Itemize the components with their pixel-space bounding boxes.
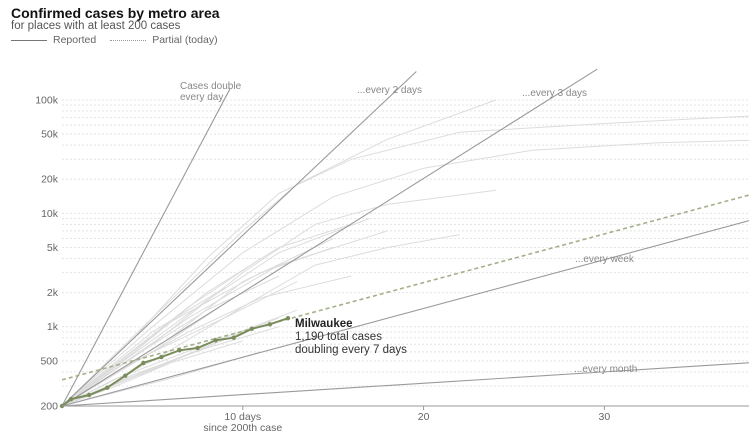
x-tick-label: 30	[599, 411, 611, 423]
highlight-series-point	[195, 345, 200, 351]
background-series-line	[61, 230, 388, 407]
doubling-guide-line	[61, 220, 749, 407]
chart-title: Confirmed cases by metro area	[11, 5, 220, 21]
highlight-total-label: 1,190 total cases	[295, 331, 382, 343]
legend-reported-label: Reported	[53, 34, 97, 46]
y-tick-label: 10k	[41, 208, 59, 220]
background-series-line	[61, 115, 749, 407]
highlight-series-point	[267, 322, 273, 327]
y-tick-label: 2k	[47, 287, 59, 299]
highlight-series-point	[177, 348, 182, 353]
highlight-series-point	[231, 335, 236, 340]
doubling-guide-line	[61, 68, 598, 407]
background-series-line	[61, 223, 352, 407]
highlight-doubling-label: doubling every 7 days	[295, 344, 407, 356]
background-series-line	[61, 287, 225, 407]
background-series-line	[61, 218, 370, 407]
y-tick-label: 200	[40, 401, 58, 413]
y-tick-label: 50k	[41, 129, 59, 141]
highlight-series-layer	[59, 194, 749, 409]
doubling-guide-label: ...every 3 days	[522, 88, 587, 99]
background-series-line	[61, 247, 334, 407]
background-series-line	[61, 99, 497, 407]
background-series-line	[61, 281, 298, 407]
doubling-guide-line	[61, 88, 231, 407]
chart-subtitle: for places with at least 200 cases	[11, 20, 181, 32]
highlight-series-point	[86, 392, 92, 398]
background-series-layer	[61, 99, 749, 407]
highlight-series-point	[123, 373, 128, 378]
background-series-line	[61, 326, 280, 407]
background-series-line	[61, 234, 460, 407]
y-tick-label: 500	[40, 355, 58, 367]
highlight-series-point	[68, 396, 74, 402]
doubling-guide-label: ...every 2 days	[357, 85, 422, 96]
highlight-series-point	[249, 326, 255, 331]
highlight-series-point	[104, 385, 110, 390]
highlight-series-point	[141, 360, 146, 366]
y-tick-label: 100k	[35, 94, 59, 106]
grid-layer	[62, 99, 749, 407]
y-tick-label: 1k	[47, 321, 59, 333]
doubling-guide-line	[61, 71, 417, 407]
doubling-guide-line	[61, 362, 749, 407]
highlight-series-point	[159, 354, 164, 360]
legend: Reported Partial (today)	[11, 34, 218, 46]
legend-partial-label: Partial (today)	[152, 34, 218, 46]
background-series-line	[61, 303, 225, 407]
doubling-guide-label: ...every week	[575, 254, 635, 265]
legend-reported-swatch	[11, 39, 47, 41]
x-tick-label: 20	[418, 411, 430, 423]
highlight-series-point	[213, 338, 218, 343]
highlight-series-point	[285, 315, 291, 321]
highlight-city-label: Milwaukee	[295, 318, 353, 330]
background-series-line	[61, 139, 749, 407]
y-tick-label: 5k	[47, 242, 59, 254]
doubling-guide-label: Cases double	[180, 81, 242, 92]
annotation-layer: Milwaukee 1,190 total cases doubling eve…	[295, 318, 407, 356]
doubling-guide-label: ...every month	[574, 364, 637, 375]
doubling-guide-label: every day	[180, 92, 223, 103]
x-tick-sublabel: since 200th case	[203, 422, 282, 432]
y-tick-label: 20k	[41, 174, 59, 186]
legend-partial-swatch	[110, 39, 147, 41]
x-tick-label: 10 days	[224, 411, 261, 423]
highlight-series-line	[61, 317, 289, 407]
